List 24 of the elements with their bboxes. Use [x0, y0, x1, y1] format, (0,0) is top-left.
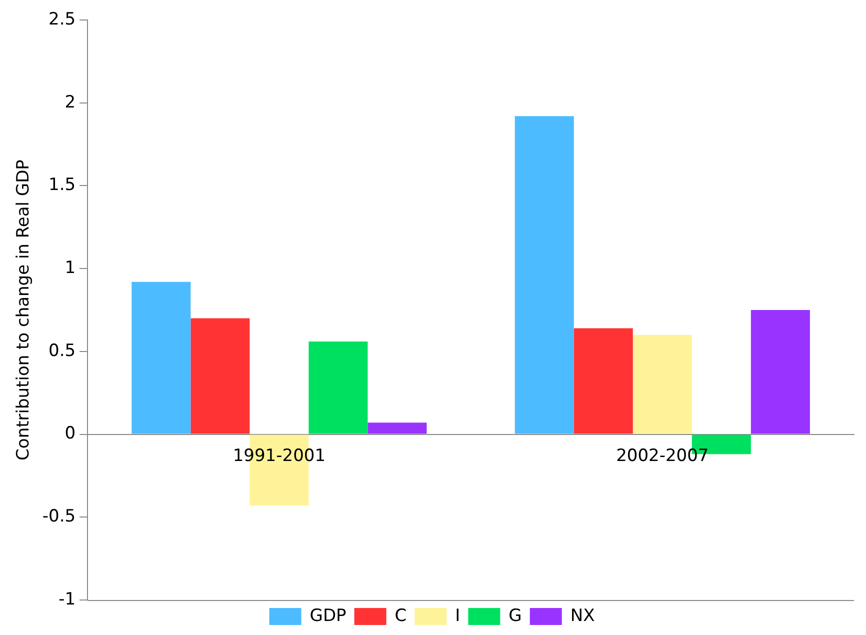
legend-label: I [455, 606, 460, 626]
legend-label: G [508, 606, 522, 626]
y-tick-label: 1 [64, 258, 76, 278]
y-tick-label: -1 [58, 589, 76, 610]
bar [132, 282, 191, 434]
bar [368, 422, 427, 434]
bar [750, 310, 810, 434]
bar [632, 334, 692, 434]
legend-label: C [394, 606, 407, 626]
bar [514, 116, 574, 434]
bar [308, 341, 368, 434]
y-tick-label: 2 [64, 92, 76, 112]
bar [574, 328, 633, 434]
y-tick-label: 0.5 [48, 340, 76, 361]
y-axis-title: Contribution to change in Real GDP [14, 160, 34, 460]
x-tick-label: 2002-2007 [616, 446, 709, 466]
legend-label: NX [570, 606, 596, 626]
y-tick-label: 1.5 [48, 175, 76, 196]
y-tick-label: -0.5 [42, 506, 76, 527]
legend-label: GDP [310, 606, 346, 626]
y-tick-label: 2.5 [48, 9, 76, 30]
x-tick-label: 1991-2001 [232, 446, 326, 466]
y-tick-label: 0 [64, 424, 76, 444]
bar [190, 318, 250, 434]
